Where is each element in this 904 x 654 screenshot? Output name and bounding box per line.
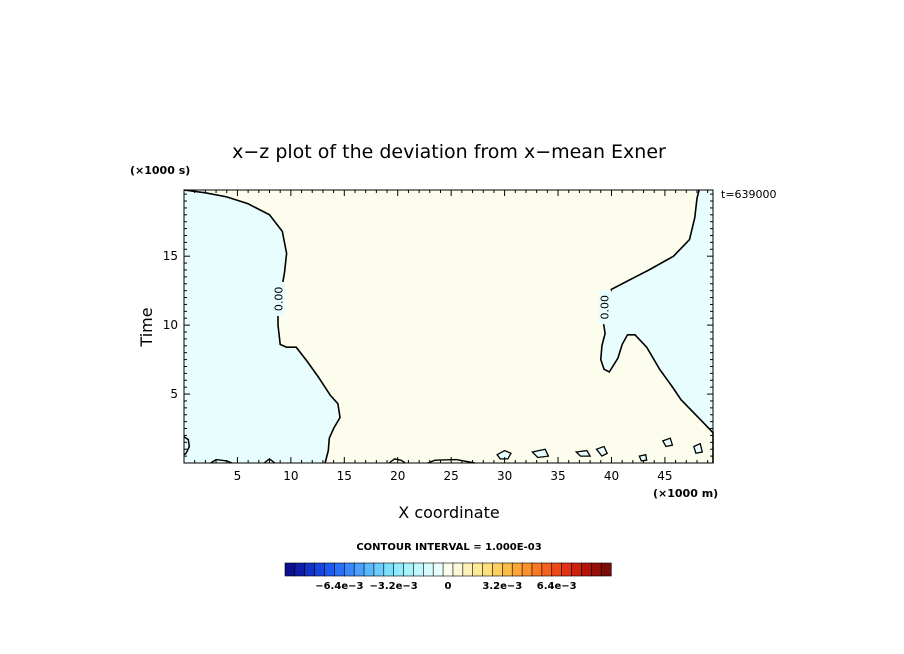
colorbar-tick-label: 0 <box>445 581 452 592</box>
colorbar-cell <box>452 562 464 577</box>
colorbar-cell <box>581 562 592 577</box>
contour-bump <box>427 458 475 464</box>
x-tick-label: 35 <box>550 469 565 483</box>
colorbar-cell <box>472 562 484 577</box>
contour-line-right <box>599 189 714 463</box>
y-tick-label: 10 <box>163 318 178 332</box>
colorbar-cell <box>511 562 523 577</box>
colorbar-cell <box>423 562 434 577</box>
colorbar-cell <box>462 562 474 577</box>
plot-area: 0.00 0.00 5 10 15 20 25 30 35 40 45 5 10 15 <box>163 189 714 483</box>
colorbar-cell <box>373 562 385 577</box>
colorbar-cell <box>403 562 415 577</box>
contour-island <box>693 442 704 455</box>
contour-line-corner <box>183 436 191 456</box>
x-axis-unit: (×1000 m) <box>653 487 718 500</box>
contour-label-bg <box>273 281 286 316</box>
colorbar-tick-label: 3.2e−3 <box>482 581 522 592</box>
colorbar-cell <box>284 562 296 577</box>
contour-island <box>496 449 512 460</box>
colorbar: −6.4e−3 −3.2e−3 0 3.2e−3 6.4e−3 <box>284 562 612 592</box>
colorbar-tick-label: −3.2e−3 <box>370 581 418 592</box>
colorbar-cell <box>353 562 365 577</box>
y-axis-unit: (×1000 s) <box>130 164 190 177</box>
colorbar-cell <box>521 562 533 577</box>
plot-frame <box>183 189 714 464</box>
colorbar-cell <box>531 562 543 577</box>
colorbar-cell <box>551 562 563 577</box>
colorbar-cell <box>492 562 503 577</box>
x-axis-label: X coordinate <box>398 503 499 522</box>
y-axis-label: Time <box>137 307 156 347</box>
colorbar-cell <box>571 562 582 577</box>
x-tick-label: 30 <box>497 469 512 483</box>
colorbar-cell <box>363 562 375 577</box>
contour-island <box>595 445 609 457</box>
x-tick-label: 10 <box>283 469 298 483</box>
time-label: t=639000 <box>721 188 777 201</box>
contour-bump <box>210 458 233 464</box>
x-tick-label: 15 <box>337 469 352 483</box>
colorbar-cell <box>314 562 326 577</box>
contour-line-left <box>183 189 341 464</box>
colorbar-cell <box>590 562 602 577</box>
x-tick-label: 25 <box>444 469 459 483</box>
colorbar-cell <box>343 562 355 577</box>
colorbar-cell <box>304 562 316 577</box>
colorbar-tick-label: −6.4e−3 <box>315 581 363 592</box>
contour-label: 0.00 <box>273 287 286 312</box>
contour-interval-label: CONTOUR INTERVAL = 1.000E-03 <box>356 542 541 553</box>
colorbar-cell <box>324 562 335 577</box>
colorbar-cell <box>383 562 395 577</box>
y-tick-label: 5 <box>170 387 178 401</box>
colorbar-cell <box>561 562 573 577</box>
colorbar-tick-label: 6.4e−3 <box>537 581 577 592</box>
x-tick-label: 20 <box>390 469 405 483</box>
colorbar-cell <box>393 562 405 577</box>
colorbar-cell <box>334 562 345 577</box>
colorbar-cell <box>442 562 454 577</box>
contour-label-bg <box>599 290 612 325</box>
x-tick-label: 5 <box>234 469 242 483</box>
colorbar-cell <box>294 562 306 577</box>
colorbar-cell <box>541 562 553 577</box>
contour-label: 0.00 <box>599 295 612 320</box>
contour-island <box>531 448 550 459</box>
colorbar-cell <box>502 562 513 577</box>
y-tick-label: 15 <box>163 249 178 263</box>
chart-title: x−z plot of the deviation from x−mean Ex… <box>232 141 666 163</box>
contour-island <box>638 453 648 462</box>
colorbar-cell <box>600 562 612 577</box>
contour-island <box>574 449 592 457</box>
x-tick-label: 40 <box>604 469 619 483</box>
contour-island <box>661 437 674 448</box>
x-tick-label: 45 <box>657 469 672 483</box>
contour-bump <box>263 458 276 464</box>
positive-region <box>184 190 713 463</box>
colorbar-cell <box>432 562 444 577</box>
colorbar-cell <box>482 562 494 577</box>
colorbar-cell <box>413 562 424 577</box>
